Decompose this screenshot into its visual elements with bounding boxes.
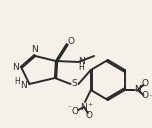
Text: O: O [72, 106, 79, 115]
Text: N: N [12, 62, 19, 72]
Text: H: H [78, 62, 84, 72]
Text: ⁻: ⁻ [148, 93, 152, 102]
Text: N: N [78, 56, 85, 66]
Text: N: N [134, 86, 141, 94]
Text: O: O [85, 110, 92, 120]
Text: O: O [142, 79, 149, 88]
Text: N: N [20, 81, 27, 89]
Text: S: S [72, 79, 77, 88]
Text: O: O [67, 36, 74, 45]
Text: +: + [139, 83, 144, 88]
Text: +: + [87, 102, 92, 106]
Text: N: N [81, 103, 87, 111]
Text: H: H [14, 77, 20, 86]
Text: N: N [31, 45, 38, 54]
Text: ⁻: ⁻ [67, 104, 71, 113]
Text: O: O [142, 92, 149, 100]
